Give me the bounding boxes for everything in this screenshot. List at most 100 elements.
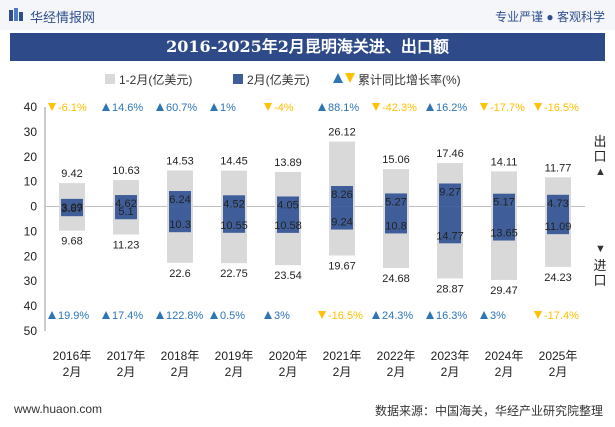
chart-title: 2016-2025年2月昆明海关进、出口额 (166, 37, 449, 56)
export-february-bar (115, 195, 137, 207)
export-cumulative-label: 14.11 (491, 156, 518, 168)
x-tick-label: 2月 (279, 365, 298, 379)
export-growth-label: -6.1% (58, 102, 87, 114)
import-february-bar (277, 206, 299, 233)
import-growth-marker (426, 311, 434, 319)
import-growth-marker (318, 311, 326, 319)
x-tick-label: 2月 (441, 365, 460, 379)
export-february-bar (439, 183, 461, 207)
export-cumulative-label: 26.12 (328, 127, 356, 139)
import-growth-marker (48, 311, 56, 319)
export-february-label: 8.26 (331, 189, 352, 201)
x-tick-label: 2019年 (215, 349, 254, 363)
import-cumulative-label: 19.67 (328, 261, 356, 273)
import-cumulative-label: 23.54 (274, 270, 302, 282)
import-growth-label: 24.3% (382, 310, 413, 322)
export-february-label: 4.73 (547, 198, 568, 210)
export-february-bar (169, 191, 191, 207)
export-cumulative-label: 10.63 (112, 165, 140, 177)
import-february-label: 3.87 (61, 203, 82, 215)
export-cumulative-label: 13.89 (274, 157, 302, 169)
brand-tagline: 专业严谨 ● 客观科学 (495, 10, 605, 24)
export-growth-marker (48, 103, 56, 111)
x-tick-label: 2月 (63, 365, 82, 379)
import-cumulative-label: 24.23 (544, 272, 572, 284)
export-growth-marker (102, 103, 110, 111)
x-tick-label: 2月 (171, 365, 190, 379)
legend-label-growth: 累计同比增长率(%) (358, 73, 461, 87)
export-cumulative-label: 17.46 (436, 148, 464, 160)
export-february-label: 5.27 (385, 196, 406, 208)
legend-label-february: 2月(亿美元) (247, 73, 310, 87)
x-tick-label: 2月 (117, 365, 136, 379)
export-growth-marker (318, 103, 326, 111)
y-tick-label: 40 (24, 299, 38, 313)
export-side-label: 出口 (593, 134, 607, 164)
export-february-bar (277, 196, 299, 207)
import-february-label: 14.77 (436, 230, 464, 242)
import-february-label: 5.1 (118, 206, 133, 218)
import-down-arrow-icon: ▼ (595, 243, 606, 255)
export-growth-label: -4% (274, 102, 294, 114)
top-bar: 华经情报网 专业严谨 ● 客观科学 (0, 0, 615, 30)
legend-label-cumulative: 1-2月(亿美元) (119, 73, 193, 87)
export-february-label: 3.09 (61, 202, 82, 214)
import-february-bar (331, 206, 353, 230)
import-february-bar (385, 206, 407, 234)
export-february-bar (547, 194, 569, 207)
import-february-label: 10.8 (385, 220, 406, 232)
import-february-bar (547, 206, 569, 235)
x-tick-label: 2018年 (161, 349, 200, 363)
export-february-label: 5.17 (493, 197, 514, 209)
x-tick-label: 2月 (387, 365, 406, 379)
legend-swatch-february (233, 74, 243, 84)
import-growth-label: -16.5% (328, 310, 363, 322)
import-february-label: 10.3 (169, 219, 190, 231)
import-growth-marker (372, 311, 380, 319)
export-growth-label: 88.1% (328, 102, 359, 114)
y-tick-label: 20 (24, 150, 38, 164)
brand-name: 华经情报网 (30, 10, 96, 25)
y-tick-label: 40 (24, 100, 38, 114)
import-cumulative-label: 22.75 (220, 268, 248, 280)
x-tick-label: 2025年 (539, 349, 578, 363)
export-february-bar (493, 193, 515, 207)
x-tick-label: 2月 (333, 365, 352, 379)
export-growth-marker (534, 103, 542, 111)
y-tick-label: 30 (24, 274, 38, 288)
x-tick-label: 2023年 (431, 349, 470, 363)
export-growth-label: 14.6% (112, 102, 143, 114)
import-growth-label: 19.9% (58, 310, 89, 322)
import-growth-label: 3% (490, 310, 506, 322)
export-february-bar (223, 195, 245, 207)
export-february-label: 6.24 (169, 194, 190, 206)
export-growth-marker (264, 103, 272, 111)
y-tick-label: 0 (30, 200, 37, 214)
legend-swatch-cumulative (105, 74, 115, 84)
import-february-bar (169, 206, 191, 233)
export-growth-marker (372, 103, 380, 111)
y-tick-label: 30 (24, 125, 38, 139)
x-tick-label: 2017年 (107, 349, 146, 363)
import-february-bar (439, 206, 461, 244)
x-tick-label: 2月 (225, 365, 244, 379)
footer-source: 数据来源：中国海关，华经产业研究院整理 (374, 404, 603, 418)
import-february-label: 9.24 (331, 217, 352, 229)
import-growth-label: 0.5% (220, 310, 245, 322)
export-cumulative-label: 14.45 (220, 156, 248, 168)
export-cumulative-label: 11.77 (545, 162, 572, 174)
import-growth-marker (156, 311, 164, 319)
footer-url: www.huaon.com (14, 402, 103, 416)
export-cumulative-label: 9.42 (61, 168, 82, 180)
import-cumulative-label: 29.47 (490, 285, 518, 297)
export-growth-marker (210, 103, 218, 111)
import-growth-label: 17.4% (112, 310, 143, 322)
x-tick-label: 2016年 (53, 349, 92, 363)
export-february-label: 4.05 (277, 199, 298, 211)
x-tick-label: 2月 (549, 365, 568, 379)
import-cumulative-label: 28.87 (436, 283, 464, 295)
y-tick-label: 10 (24, 175, 38, 189)
y-tick-label: 50 (24, 324, 38, 338)
export-growth-label: 1% (220, 102, 236, 114)
